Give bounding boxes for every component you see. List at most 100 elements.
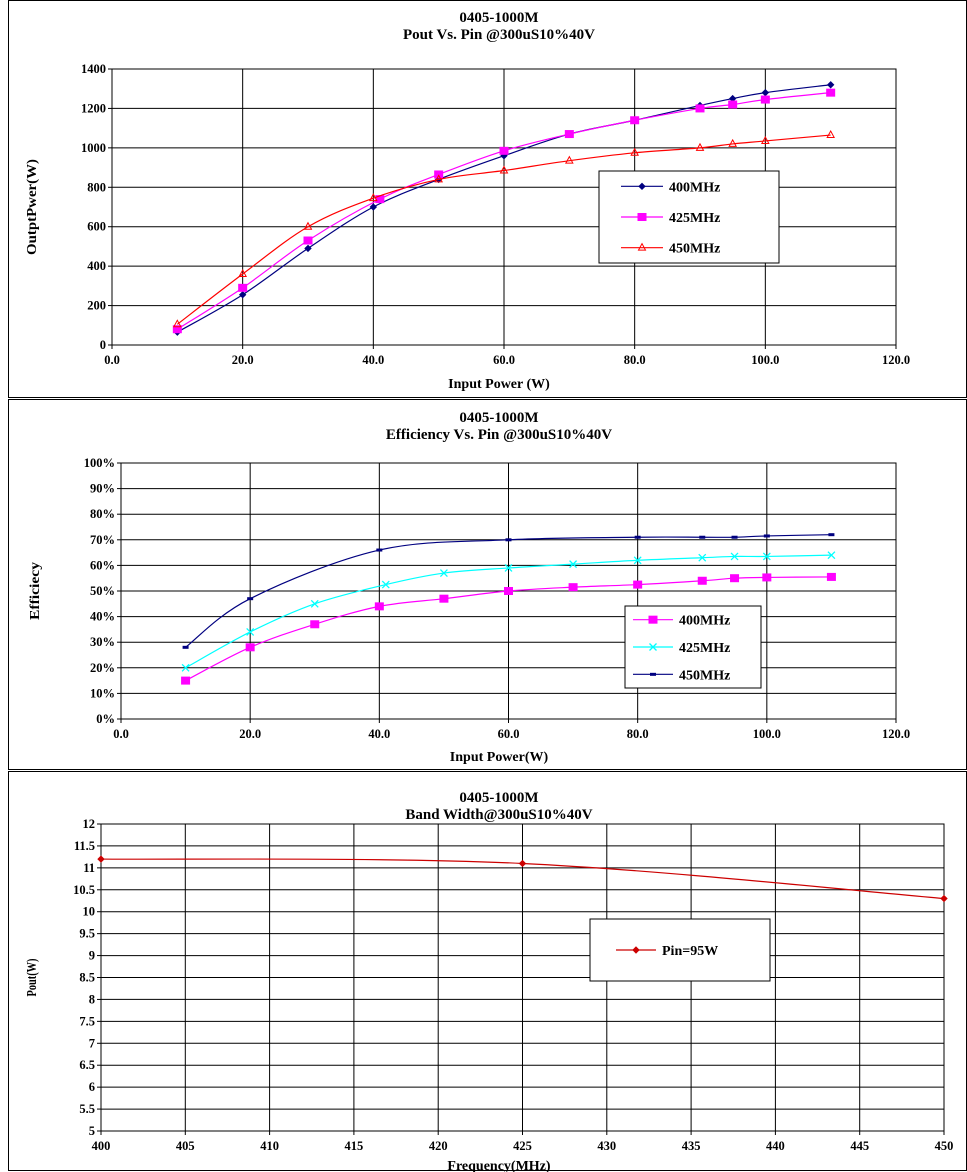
y-tick-label: 800 [87,180,106,194]
y-tick-label: 0% [96,712,115,726]
data-point [245,643,255,652]
legend-swatch-marker [650,672,656,676]
data-point [633,580,643,589]
y-tick-label: 6 [89,1080,95,1094]
y-tick-label: 600 [87,220,106,234]
data-point [181,676,191,685]
data-point [826,88,836,97]
legend-item: 425MHz [633,641,730,656]
data-point [499,146,509,155]
marker-stroke [310,599,319,608]
data-point [182,645,189,649]
legend-label: 425MHz [669,211,720,226]
y-tick-label: 40% [90,610,115,624]
data-point [728,100,738,109]
y-tick-label: 200 [87,299,106,313]
data-point [376,548,383,552]
y-tick-label: 10 [83,905,96,919]
series-Pin=95W [97,855,948,903]
data-point [697,576,707,585]
legend-label: 450MHz [679,668,730,683]
y-tick-label: 7.5 [79,1014,95,1028]
marker-stroke [504,564,513,572]
y-tick-label: 7 [89,1036,95,1050]
data-point [695,142,705,151]
x-axis-label: Input Power (W) [448,377,550,392]
x-tick-label: 60.0 [493,353,515,367]
x-tick-label: 425 [513,1139,532,1153]
x-tick-label: 0.0 [113,727,129,741]
gridlines [101,824,944,1131]
data-point [303,236,313,245]
legend-swatch-marker [649,643,657,651]
x-tick-label: 100.0 [753,727,781,741]
legend-label: Pin=95W [662,944,718,959]
data-point [181,663,190,672]
chart-subtitle: Pout Vs. Pin @300uS10%40V [403,27,595,43]
x-tick-label: 0.0 [104,353,120,367]
data-point [172,325,182,334]
legend: 400MHz 425MHz 450MHz [624,605,762,689]
series-425MHz [181,551,836,672]
chart-title: 0405-1000M [459,790,538,806]
y-tick-label: 9 [89,949,95,963]
x-tick-label: 420 [429,1139,448,1153]
marker-stroke [569,560,578,569]
x-tick-label: 435 [682,1139,701,1153]
data-point [695,104,705,113]
legend-swatch-marker [648,615,658,624]
data-point [172,319,182,328]
data-point [728,138,738,147]
y-tick-label: 20% [90,661,115,675]
x-tick-label: 60.0 [498,727,520,741]
y-tick-label: 1000 [81,141,106,155]
x-tick-label: 430 [597,1139,616,1153]
data-point [369,203,378,211]
data-point [630,116,640,125]
chart-title: 0405-1000M [459,410,538,426]
y-tick-label: 0 [100,338,106,352]
series-line [185,534,832,648]
y-tick-label: 1200 [81,101,106,115]
series-450MHz [182,533,835,649]
marker-stroke [649,643,657,651]
data-point [762,573,772,582]
data-point [439,594,449,603]
legend-label: 425MHz [679,641,730,656]
data-point [699,535,706,539]
y-tick-label: 11 [83,861,95,875]
x-tick-label: 400 [92,1139,111,1153]
x-tick-label: 405 [176,1139,195,1153]
y-tick-label: 80% [90,507,115,521]
marker-stroke [246,628,255,636]
chart-subtitle: Band Width@300uS10%40V [405,807,592,823]
y-tick-label: 30% [90,635,115,649]
data-point [698,553,707,562]
data-point [310,599,319,608]
y-tick-label: 5.5 [79,1102,95,1116]
x-tick-label: 450 [935,1139,954,1153]
legend-label: 400MHz [669,180,720,195]
series-line [185,554,832,669]
marker-stroke [633,556,642,565]
data-point [434,174,444,183]
x-tick-label: 415 [345,1139,364,1153]
data-point [246,628,255,636]
x-axis-label: Frequency(MHz) [447,1159,550,1172]
y-tick-label: 50% [90,584,115,598]
chart-title: 0405-1000M [459,10,538,26]
y-tick-label: 100% [84,456,115,470]
legend-item: 425MHz [621,211,720,226]
bandwidth-chart-panel: 0405-1000M Band Width@300uS10%40V 400 405 41… [8,771,967,1172]
efficiency-vs-pin-chart-panel: 0405-1000M Efficiency Vs. Pin @300uS10%40… [8,399,967,770]
y-axis-label: Efficiecy [28,562,43,620]
y-tick-label: 10% [90,686,115,700]
data-point [940,894,948,903]
x-tick-label: 80.0 [624,353,646,367]
y-tick-label: 5 [89,1124,95,1138]
data-point [504,564,513,572]
y-tick-label: 10.5 [73,883,95,897]
